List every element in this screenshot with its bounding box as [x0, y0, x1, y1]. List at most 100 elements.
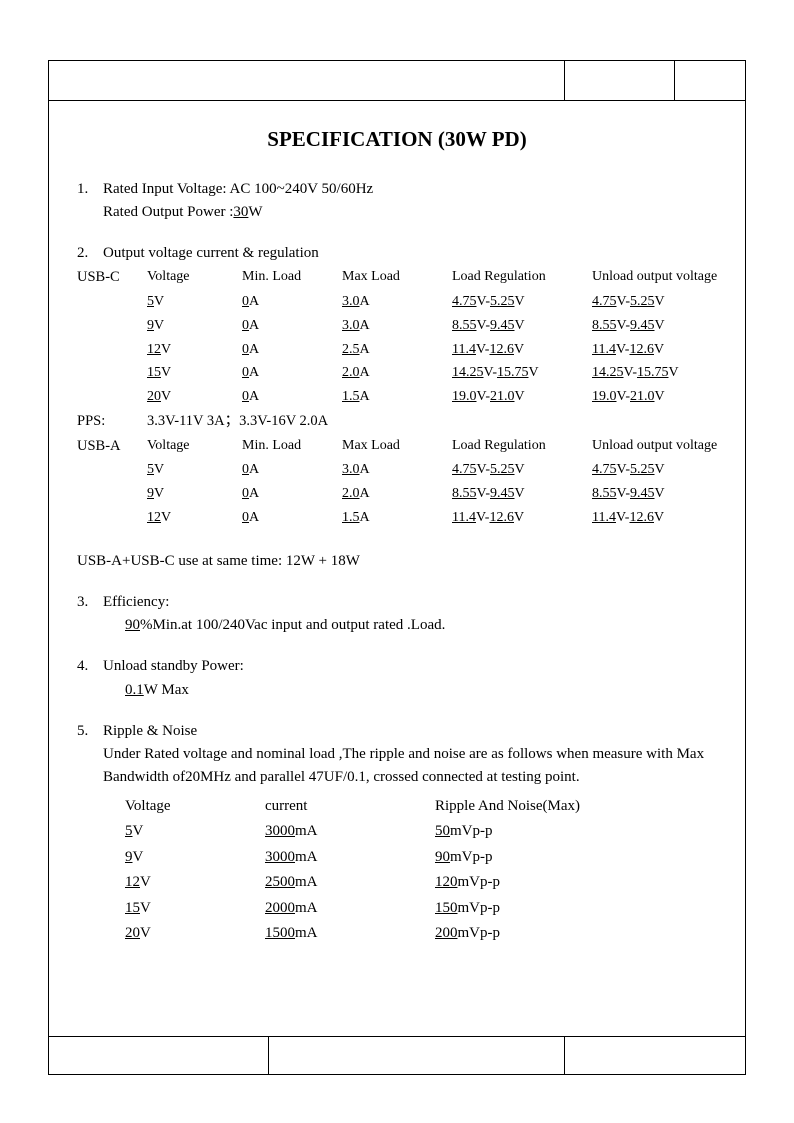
rated-input-value: AC 100~240V 50/60Hz — [230, 181, 374, 197]
min-load-cell: 0A — [242, 506, 342, 530]
col-voltage-a: Voltage — [147, 434, 242, 459]
rated-output-unit: W — [248, 204, 262, 220]
voltage-cell: 9V — [147, 314, 242, 338]
section-2: 2. Output voltage current & regulation — [77, 242, 717, 265]
pps-label: PPS: — [77, 409, 147, 434]
ripple-current-cell: 3000mA — [265, 819, 435, 845]
section-3-body: 90%Min.at 100/240Vac input and output ra… — [77, 614, 717, 637]
ripple-rows: 5V3000mA50mVp-p9V3000mA90mVp-p12V2500mA1… — [77, 819, 717, 947]
table-row: 12V2500mA120mVp-p — [77, 870, 717, 896]
ripple-col-voltage: Voltage — [125, 794, 265, 820]
pps-text: 3.3V-11V 3A；3.3V-16V 2.0A — [147, 409, 717, 434]
combo-line: USB-A+USB-C use at same time: 12W + 18W — [77, 550, 717, 573]
section-1: 1. Rated Input Voltage: AC 100~240V 50/6… — [77, 178, 717, 201]
load-reg-cell: 11.4V-12.6V — [452, 338, 592, 362]
section-2-number: 2. — [77, 242, 103, 265]
unload-cell: 11.4V-12.6V — [592, 506, 717, 530]
ripple-noise-cell: 50mVp-p — [435, 819, 717, 845]
ripple-current-cell: 2500mA — [265, 870, 435, 896]
standby-value: 0.1 — [125, 682, 144, 698]
col-load-reg: Load Regulation — [452, 265, 592, 290]
page-frame: SPECIFICATION (30W PD) 1. Rated Input Vo… — [48, 60, 746, 1075]
footer-boxes — [49, 1036, 745, 1074]
col-max-load-a: Max Load — [342, 434, 452, 459]
table-row: 15V2000mA150mVp-p — [77, 896, 717, 922]
voltage-cell: 12V — [147, 506, 242, 530]
header-box-main — [49, 61, 565, 100]
load-reg-cell: 4.75V-5.25V — [452, 290, 592, 314]
min-load-cell: 0A — [242, 482, 342, 506]
max-load-cell: 2.5A — [342, 338, 452, 362]
usb-a-rows: 5V0A3.0A4.75V-5.25V4.75V-5.25V9V0A2.0A8.… — [77, 458, 717, 529]
ripple-noise-cell: 90mVp-p — [435, 845, 717, 871]
table-row: 20V0A1.5A19.0V-21.0V19.0V-21.0V — [77, 385, 717, 409]
min-load-cell: 0A — [242, 314, 342, 338]
max-load-cell: 2.0A — [342, 361, 452, 385]
ripple-noise-cell: 120mVp-p — [435, 870, 717, 896]
rated-input-label: Rated Input Voltage: — [103, 181, 230, 197]
standby-unit: W Max — [144, 682, 189, 698]
section-2-heading: Output voltage current & regulation — [103, 242, 717, 265]
voltage-cell: 20V — [147, 385, 242, 409]
min-load-cell: 0A — [242, 290, 342, 314]
unload-cell: 11.4V-12.6V — [592, 338, 717, 362]
table-row: 9V0A3.0A8.55V-9.45V8.55V-9.45V — [77, 314, 717, 338]
section-1-number: 1. — [77, 178, 103, 201]
unload-cell: 14.25V-15.75V — [592, 361, 717, 385]
unload-cell: 8.55V-9.45V — [592, 314, 717, 338]
usb-a-header-row: USB-A Voltage Min. Load Max Load Load Re… — [77, 434, 717, 459]
max-load-cell: 1.5A — [342, 506, 452, 530]
ripple-voltage-cell: 5V — [125, 819, 265, 845]
table-row: 5V0A3.0A4.75V-5.25V4.75V-5.25V — [77, 290, 717, 314]
usb-c-rows: 5V0A3.0A4.75V-5.25V4.75V-5.25V9V0A3.0A8.… — [77, 290, 717, 409]
table-row: 5V0A3.0A4.75V-5.25V4.75V-5.25V — [77, 458, 717, 482]
load-reg-cell: 4.75V-5.25V — [452, 458, 592, 482]
efficiency-value: 90 — [125, 617, 140, 633]
col-min-load-a: Min. Load — [242, 434, 342, 459]
section-1-line1: Rated Input Voltage: AC 100~240V 50/60Hz — [103, 178, 717, 201]
page-title: SPECIFICATION (30W PD) — [77, 123, 717, 156]
header-box-mid — [565, 61, 675, 100]
voltage-cell: 15V — [147, 361, 242, 385]
table-row: 15V0A2.0A14.25V-15.75V14.25V-15.75V — [77, 361, 717, 385]
section-4: 4. Unload standby Power: — [77, 655, 717, 678]
ripple-voltage-cell: 15V — [125, 896, 265, 922]
load-reg-cell: 8.55V-9.45V — [452, 314, 592, 338]
ripple-voltage-cell: 9V — [125, 845, 265, 871]
section-4-heading: Unload standby Power: — [103, 655, 717, 678]
col-unload: Unload output voltage — [592, 265, 717, 290]
min-load-cell: 0A — [242, 361, 342, 385]
min-load-cell: 0A — [242, 458, 342, 482]
ripple-col-current: current — [265, 794, 435, 820]
section-5-number: 5. — [77, 720, 103, 743]
section-4-body: 0.1W Max — [77, 679, 717, 702]
unload-cell: 19.0V-21.0V — [592, 385, 717, 409]
table-row: 12V0A2.5A11.4V-12.6V11.4V-12.6V — [77, 338, 717, 362]
unload-cell: 8.55V-9.45V — [592, 482, 717, 506]
usb-a-label: USB-A — [77, 434, 147, 459]
col-max-load: Max Load — [342, 265, 452, 290]
max-load-cell: 1.5A — [342, 385, 452, 409]
ripple-current-cell: 3000mA — [265, 845, 435, 871]
table-row: 9V3000mA90mVp-p — [77, 845, 717, 871]
section-1-line2: Rated Output Power :30W — [103, 201, 717, 224]
section-4-number: 4. — [77, 655, 103, 678]
section-5: 5. Ripple & Noise — [77, 720, 717, 743]
section-3-number: 3. — [77, 591, 103, 614]
table-row: 12V0A1.5A11.4V-12.6V11.4V-12.6V — [77, 506, 717, 530]
table-row: 5V3000mA50mVp-p — [77, 819, 717, 845]
rated-output-label: Rated Output Power : — [103, 204, 233, 220]
footer-box-left — [49, 1037, 269, 1074]
section-5-heading: Ripple & Noise — [103, 720, 717, 743]
ripple-col-ripple: Ripple And Noise(Max) — [435, 794, 717, 820]
max-load-cell: 3.0A — [342, 458, 452, 482]
col-unload-a: Unload output voltage — [592, 434, 717, 459]
col-min-load: Min. Load — [242, 265, 342, 290]
efficiency-text: %Min.at 100/240Vac input and output rate… — [140, 617, 445, 633]
load-reg-cell: 8.55V-9.45V — [452, 482, 592, 506]
section-5-desc2: Bandwidth of20MHz and parallel 47UF/0.1,… — [77, 766, 717, 789]
min-load-cell: 0A — [242, 338, 342, 362]
ripple-header-row: Voltage current Ripple And Noise(Max) — [77, 794, 717, 820]
max-load-cell: 2.0A — [342, 482, 452, 506]
unload-cell: 4.75V-5.25V — [592, 458, 717, 482]
